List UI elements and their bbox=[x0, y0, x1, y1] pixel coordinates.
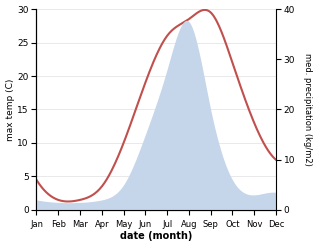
X-axis label: date (month): date (month) bbox=[120, 231, 192, 242]
Y-axis label: max temp (C): max temp (C) bbox=[5, 78, 15, 141]
Y-axis label: med. precipitation (kg/m2): med. precipitation (kg/m2) bbox=[303, 53, 313, 166]
